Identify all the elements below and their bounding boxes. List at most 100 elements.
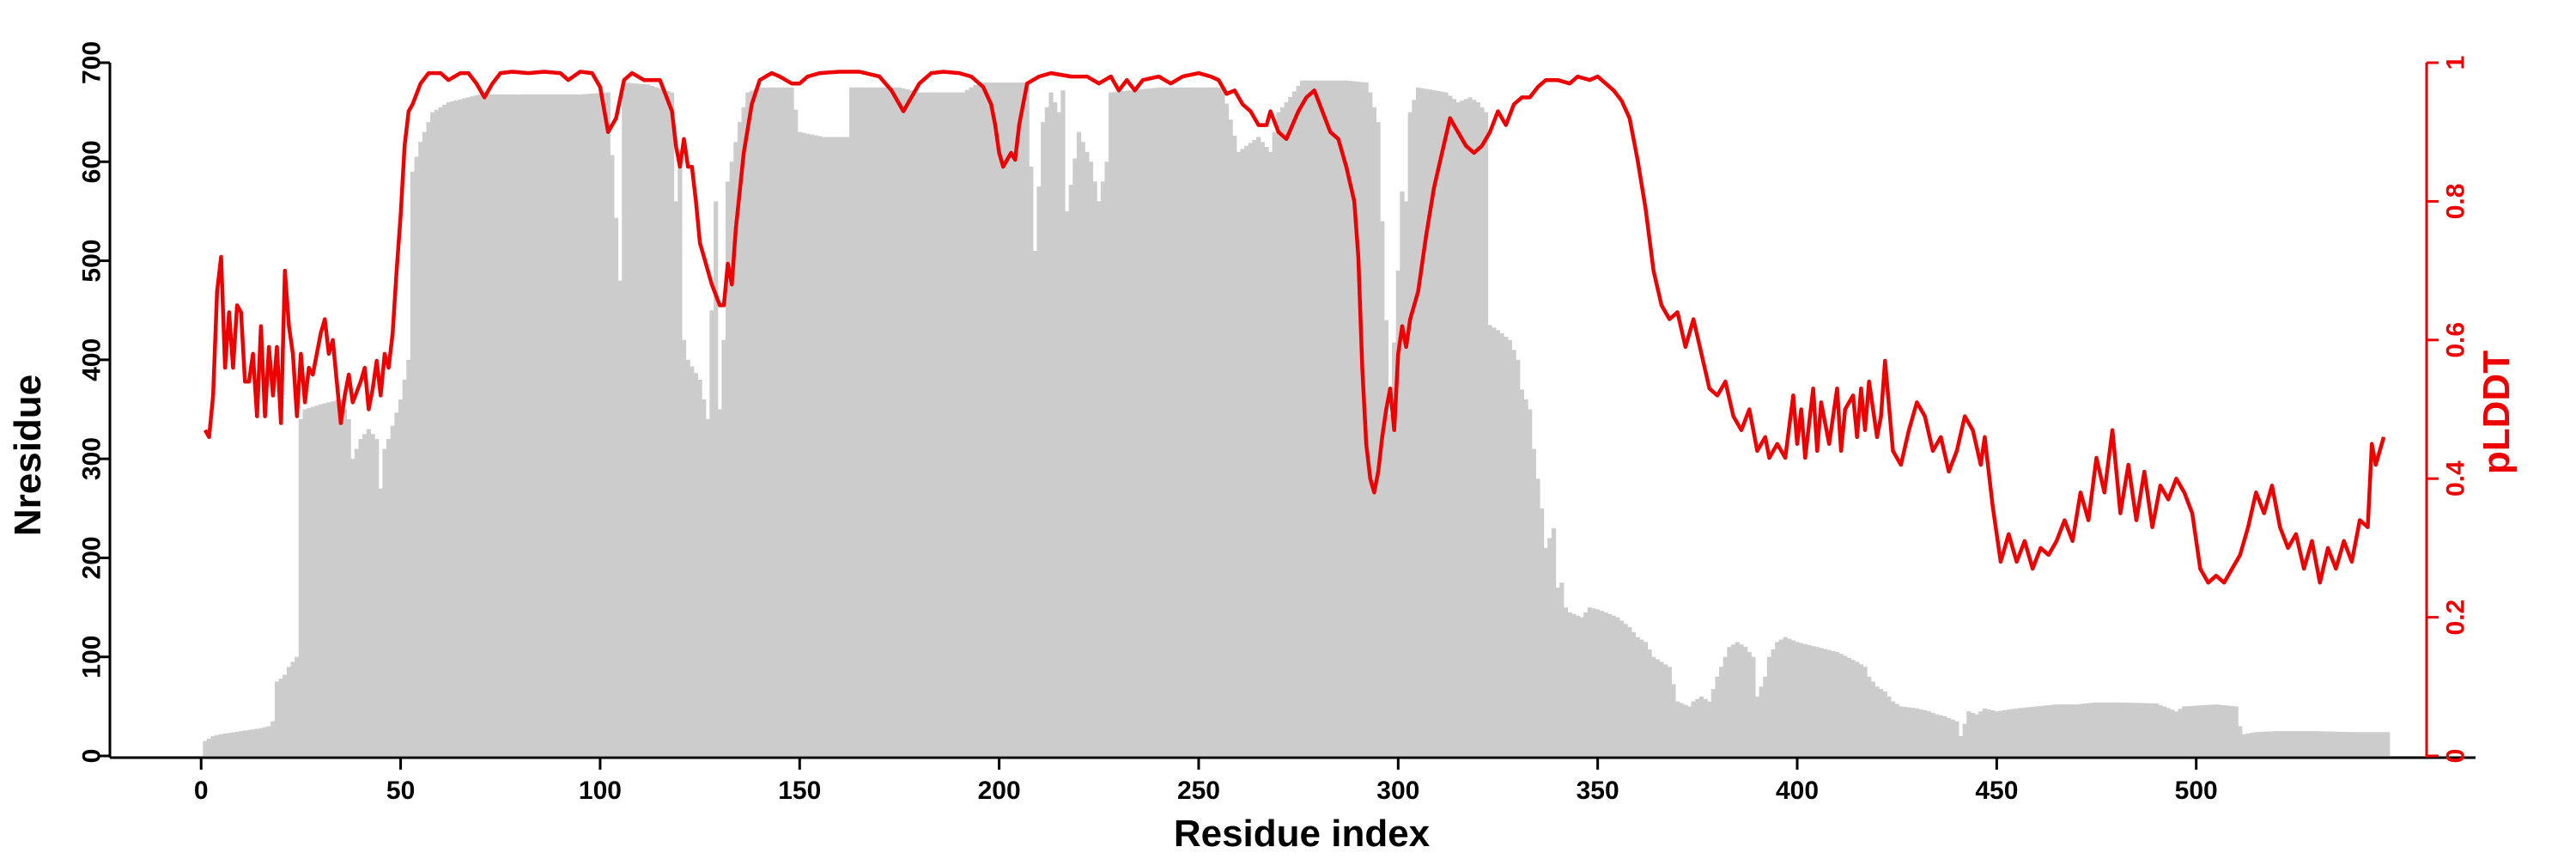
bar — [1032, 251, 1038, 756]
bar — [398, 399, 404, 756]
bar — [1291, 91, 1297, 757]
bar — [920, 92, 926, 757]
bar — [1994, 711, 1999, 756]
bar — [1479, 107, 1485, 756]
bar — [227, 733, 232, 756]
bar — [2357, 732, 2362, 756]
bar — [1419, 88, 1425, 756]
bar — [1236, 151, 1242, 756]
bar — [1380, 221, 1385, 757]
bar — [2233, 706, 2239, 756]
bar — [853, 87, 858, 756]
bar — [2342, 731, 2347, 756]
bar — [538, 94, 543, 756]
bar — [1627, 627, 1632, 756]
bar — [2241, 734, 2247, 756]
bar — [1722, 656, 1728, 756]
bar — [1814, 647, 1820, 756]
bar — [1097, 201, 1102, 756]
bar — [2313, 731, 2318, 756]
bar — [2206, 704, 2211, 756]
bar — [1200, 87, 1206, 756]
bar — [530, 94, 535, 756]
bar — [1710, 689, 1716, 756]
y-left-tick-label: 0 — [78, 749, 106, 764]
bar — [1332, 80, 1337, 756]
bar — [2229, 705, 2235, 756]
bar — [2330, 731, 2335, 756]
bar — [1495, 330, 1501, 756]
y-left-tick-label: 400 — [78, 338, 106, 381]
bar — [1407, 112, 1413, 756]
bar — [1068, 185, 1073, 756]
y-axis-title-left: Nresidue — [7, 375, 49, 536]
bar — [949, 92, 954, 757]
bar — [346, 419, 351, 756]
bar — [2178, 709, 2183, 756]
bar — [362, 434, 368, 756]
bar — [2105, 702, 2111, 756]
bar — [382, 448, 387, 756]
bar — [705, 419, 711, 756]
bar — [1563, 607, 1569, 756]
bar — [1467, 97, 1473, 757]
bar — [2074, 704, 2079, 756]
bar — [908, 90, 914, 756]
bar — [2117, 702, 2123, 756]
bar — [1232, 136, 1237, 756]
bar — [1911, 708, 1916, 756]
bar — [777, 87, 782, 756]
bar — [489, 94, 495, 756]
bar — [1874, 686, 1880, 756]
bar — [501, 94, 507, 756]
bar — [2158, 704, 2163, 756]
bar — [454, 100, 459, 756]
bar — [1599, 611, 1604, 756]
bar — [2110, 702, 2115, 756]
bar — [1475, 102, 1480, 757]
x-tick-label: 250 — [1177, 777, 1220, 805]
bar — [613, 217, 619, 757]
y-right-tick-label: 1 — [2442, 56, 2470, 70]
bar — [1787, 638, 1792, 756]
bar — [330, 401, 336, 756]
bar — [976, 82, 982, 756]
bar — [590, 93, 595, 756]
bar — [1392, 342, 1397, 756]
bar — [1256, 137, 1261, 756]
bar — [805, 133, 811, 756]
bar — [933, 92, 938, 757]
bar — [1192, 87, 1197, 756]
bar — [1284, 102, 1289, 757]
bar — [1982, 708, 1988, 756]
bar — [406, 359, 411, 756]
bar — [2170, 710, 2175, 756]
bar — [470, 96, 475, 756]
bar — [1742, 647, 1748, 756]
bar — [1715, 676, 1720, 756]
bar — [2002, 710, 2008, 756]
bar — [2054, 704, 2059, 756]
bar — [1352, 81, 1357, 757]
labels-layer: Residue index Nresidue pLDDT — [7, 350, 2518, 855]
bar — [1611, 615, 1616, 756]
bar — [605, 92, 611, 757]
bar — [681, 339, 687, 756]
bar — [1160, 87, 1165, 756]
bar — [2202, 704, 2207, 756]
bar — [801, 132, 806, 756]
bar — [1172, 87, 1177, 756]
bar — [1575, 615, 1581, 756]
bar — [1065, 210, 1070, 756]
bar — [2257, 732, 2263, 756]
bar — [2102, 702, 2107, 756]
bar — [809, 134, 814, 756]
bar — [1029, 167, 1034, 757]
bar — [2369, 732, 2374, 756]
bar — [749, 90, 755, 756]
bar — [1799, 643, 1804, 756]
bar — [2285, 731, 2291, 756]
bar — [785, 87, 790, 756]
bar — [1703, 698, 1708, 756]
bar — [1072, 158, 1078, 756]
